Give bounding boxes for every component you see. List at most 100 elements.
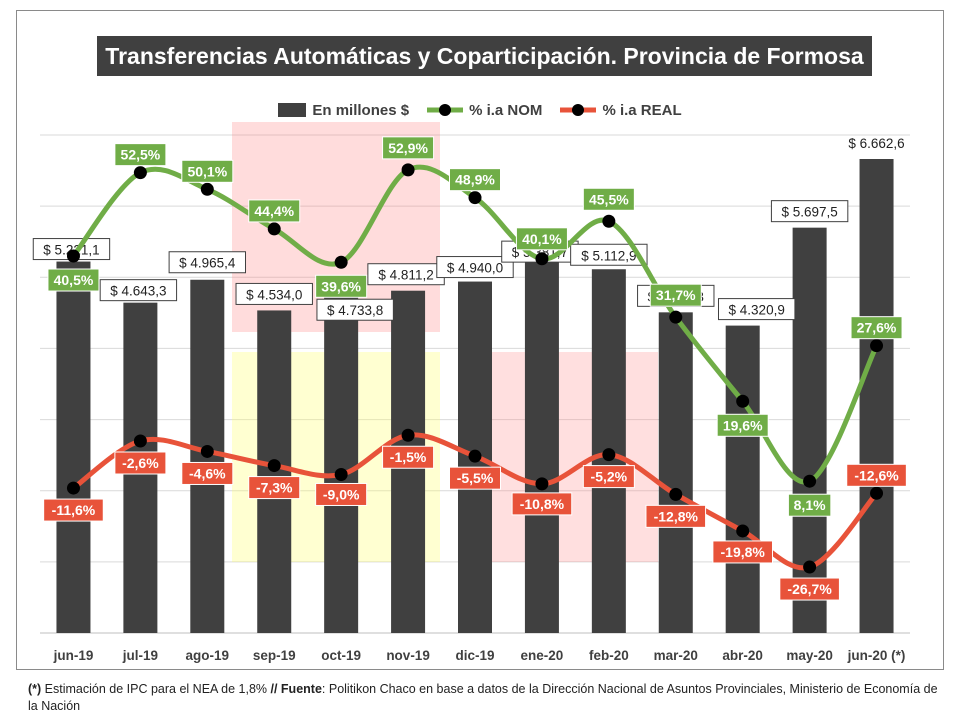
nom-label-box	[850, 316, 903, 340]
real-label-box	[248, 476, 301, 500]
real-data-label: -10,8%	[511, 492, 573, 516]
nom-label-box	[787, 493, 832, 517]
footnote: (*) Estimación de IPC para el NEA de 1,8…	[28, 681, 938, 715]
marker-real	[736, 524, 750, 538]
marker-nom	[133, 166, 147, 180]
real-label-text: -19,8%	[721, 544, 766, 560]
legend-item-bars: En millones $	[278, 102, 409, 119]
bar-value-label: $ 4.940,0	[436, 256, 514, 279]
nom-label-box	[649, 283, 702, 307]
legend-label-bars: En millones $	[312, 101, 410, 119]
marker-real	[200, 444, 214, 458]
real-data-label: -5,2%	[582, 465, 635, 489]
nom-label-text: 44,4%	[254, 203, 294, 219]
real-data-label: -7,3%	[248, 476, 301, 500]
nom-label-text: 40,1%	[522, 231, 562, 247]
marker-nom	[870, 339, 884, 353]
nom-data-label: 31,7%	[649, 283, 702, 307]
x-tick-label: sep-19	[253, 648, 296, 663]
nom-data-label: 40,5%	[47, 268, 100, 292]
bar-value-label: $ 4.811,2	[367, 263, 445, 286]
x-axis-labels: jun-19 jul-19 ago-19 sep-19 oct-19 nov-19 dic-…	[53, 648, 906, 663]
x-tick-label: jun-20 (*)	[847, 648, 906, 663]
bar-label-box	[99, 279, 178, 302]
legend-label-real: % i.a REAL	[602, 101, 682, 119]
x-tick-label: ene-20	[521, 648, 564, 663]
bar-value-label: $ 4.534,0	[235, 282, 313, 305]
x-tick-label: abr-20	[722, 648, 763, 663]
real-label-box	[582, 465, 635, 489]
x-tick-label: jul-19	[122, 648, 158, 663]
real-label-text: -1,5%	[390, 449, 427, 465]
bar-label-text: $ 5.697,5	[781, 205, 837, 220]
marker-real	[669, 487, 683, 501]
nom-data-label: 50,1%	[181, 159, 234, 183]
marker-nom	[334, 255, 348, 269]
marker-real	[401, 428, 415, 442]
legend-swatch-nom	[427, 104, 464, 116]
bar	[324, 296, 359, 633]
real-labels: -11,6% -2,6% -4,6% -7,3% -9,0% -1,5% -5,5% -10,…	[43, 445, 907, 601]
nom-label-text: 52,9%	[388, 140, 428, 156]
marker-nom	[535, 252, 549, 266]
real-label-box	[382, 445, 435, 469]
bar	[859, 159, 894, 633]
nom-data-label: 8,1%	[787, 493, 832, 517]
bar-value-label: $ 4.320,9	[717, 298, 796, 321]
marker-nom	[468, 191, 482, 205]
x-tick-label: oct-19	[321, 648, 361, 663]
bar	[56, 261, 91, 633]
marker-nom	[669, 310, 683, 324]
real-label-box	[449, 466, 501, 490]
marker-nom	[267, 222, 281, 236]
marker-real	[468, 449, 482, 463]
bar-label-text: $ 4.733,8	[327, 303, 383, 318]
legend-swatch-real	[560, 104, 597, 116]
marker-real	[535, 477, 549, 491]
real-label-text: -5,5%	[457, 470, 494, 486]
marker-nom	[401, 163, 415, 177]
real-label-box	[712, 540, 773, 564]
nom-label-text: 40,5%	[54, 272, 94, 288]
x-tick-label: feb-20	[589, 648, 629, 663]
real-data-label: -26,7%	[779, 577, 840, 601]
bar-label-text: $ 4.965,4	[179, 256, 236, 271]
marker-nom	[736, 394, 750, 408]
nom-label-text: 48,9%	[455, 172, 495, 188]
x-tick-label: jun-19	[53, 648, 94, 663]
marker-real	[66, 481, 80, 495]
real-data-label: -1,5%	[382, 445, 435, 469]
marker-real	[334, 467, 348, 481]
nom-data-label: 27,6%	[850, 316, 903, 340]
nom-label-text: 39,6%	[321, 278, 361, 294]
marker-real	[870, 486, 884, 500]
real-data-label: -12,6%	[846, 463, 907, 487]
nom-label-box	[382, 136, 435, 160]
nom-label-text: 8,1%	[794, 497, 826, 513]
bar-label-box	[770, 200, 849, 223]
bar-value-label: $ 4.965,4	[168, 251, 247, 274]
nom-data-label: 40,1%	[515, 227, 568, 251]
real-label-text: -12,8%	[654, 508, 699, 524]
real-label-text: -12,6%	[854, 467, 899, 483]
bar-value-label: $ 4.643,3	[99, 279, 178, 302]
real-data-label: -19,8%	[712, 540, 773, 564]
real-label-box	[315, 482, 368, 506]
nom-labels: 40,5% 52,5% 50,1% 44,4% 39,6% 52,9% 48,9% 40,1%…	[47, 136, 903, 517]
nom-label-text: 19,6%	[723, 417, 763, 433]
real-label-text: -2,6%	[122, 455, 159, 471]
legend-swatch-bars	[278, 103, 307, 117]
marker-real	[602, 448, 616, 462]
real-label-box	[181, 461, 234, 485]
nom-label-box	[716, 413, 769, 437]
nom-label-box	[449, 168, 501, 192]
nom-data-label: 44,4%	[248, 199, 301, 223]
line-markers	[66, 163, 884, 574]
bar-label-text: $ 5.112,9	[581, 248, 636, 263]
bar-label-box	[717, 298, 796, 321]
nom-label-box	[515, 227, 568, 251]
bar-label-box	[168, 251, 247, 274]
real-label-text: -10,8%	[520, 496, 565, 512]
real-label-text: -9,0%	[323, 486, 360, 502]
